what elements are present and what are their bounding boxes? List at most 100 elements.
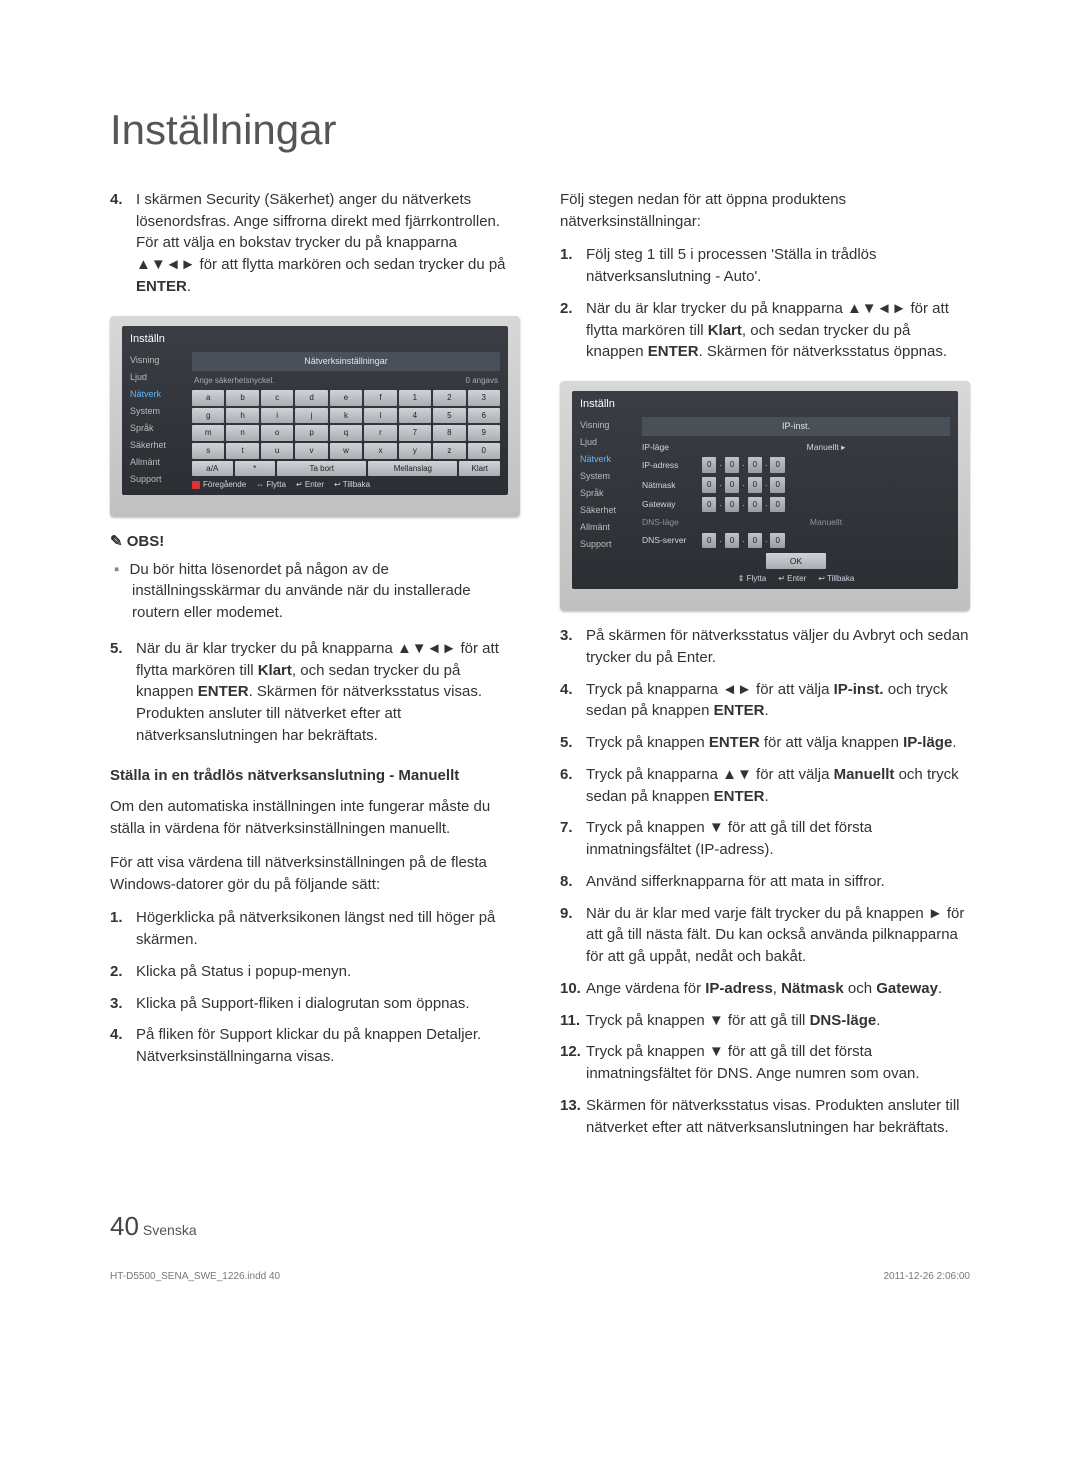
print-right: 2011-12-26 2:06:00 <box>883 1270 970 1285</box>
kb-key: f <box>364 390 396 406</box>
t: Tryck på knappen ▼ för att gå till det f… <box>586 1041 970 1085</box>
ip-octet: 0 <box>702 477 716 493</box>
step4-p1: I skärmen Security (Säkerhet) anger du n… <box>136 191 500 230</box>
tv1-side-item: Ljud <box>130 369 186 386</box>
ip-octets: 0.0.0.0 <box>702 477 785 493</box>
ip-octet: 0 <box>725 477 739 493</box>
kb-key: c <box>261 390 293 406</box>
kb-key: p <box>295 425 327 441</box>
tv2-footer-item: ↵ Enter <box>778 573 806 585</box>
ip-row: Gateway0.0.0.0 <box>642 495 950 515</box>
tv2-footer-item: ↩ Tillbaka <box>818 573 854 585</box>
kb-key: 1 <box>399 390 431 406</box>
tv1-side-item: Säkerhet <box>130 437 186 454</box>
r-step-6: 6. Tryck på knapparna ▲▼ för att välja M… <box>560 764 970 808</box>
kb-key: 3 <box>468 390 500 406</box>
t: På skärmen för nätverksstatus väljer du … <box>586 625 970 669</box>
t: Klart <box>258 662 292 679</box>
ip-octet: 0 <box>748 457 762 473</box>
ip-octet: 0 <box>725 497 739 513</box>
step-num: 8. <box>560 871 586 893</box>
kb-key: Ta bort <box>277 461 366 477</box>
subheading-manual: Ställa in en trådlös nätverksanslutning … <box>110 765 520 787</box>
t: På fliken för Support klickar du på knap… <box>136 1024 520 1068</box>
step4-p2c: . <box>187 278 191 295</box>
t: ENTER <box>714 788 765 805</box>
win-step-2: 2. Klicka på Status i popup-menyn. <box>110 961 520 983</box>
kb-key: e <box>330 390 362 406</box>
win-step-3: 3. Klicka på Support-fliken i dialogruta… <box>110 993 520 1015</box>
ip-octet: 0 <box>748 533 762 549</box>
tv1-footer: Föregående ⇔ Flytta ↵ Enter ↩ Tillbaka <box>192 476 500 491</box>
step-num: 7. <box>560 817 586 861</box>
obs-list: Du bör hitta lösenordet på någon av de i… <box>110 559 520 624</box>
t: När du är klar med varje fält trycker du… <box>586 903 970 968</box>
tv1-side-item: Nätverk <box>130 386 186 403</box>
step-num: 12. <box>560 1041 586 1085</box>
step-num: 3. <box>110 993 136 1015</box>
r-step-7: 7. Tryck på knappen ▼ för att gå till de… <box>560 817 970 861</box>
tv2-side-item: Support <box>580 536 636 553</box>
kb-key: 0 <box>468 443 500 459</box>
kb-bottom: a/A * Ta bort Mellanslag Klart <box>192 461 500 477</box>
kb-key: o <box>261 425 293 441</box>
t: . <box>764 702 768 719</box>
tv2-side-item: Ljud <box>580 434 636 451</box>
t: Tryck på knappen ▼ för att gå till det f… <box>586 817 970 861</box>
step-num: 4. <box>110 1024 136 1068</box>
step-num: 4. <box>110 189 136 298</box>
kb-key: l <box>364 408 396 424</box>
t: Ange värdena för <box>586 980 705 997</box>
ip-label: DNS-läge <box>642 516 698 528</box>
tv1-side-item: Visning <box>130 352 186 369</box>
page-footer: 40Svenska HT-D5500_SENA_SWE_1226.indd 40… <box>110 1208 970 1284</box>
t: ENTER <box>648 343 699 360</box>
t: IP-adress <box>705 980 773 997</box>
step4-p2a: För att välja en bokstav trycker du på k… <box>136 234 506 273</box>
ip-octets: 0.0.0.0 <box>702 497 785 513</box>
tv1-footer-item: ↵ Enter <box>296 479 324 491</box>
t: . <box>764 788 768 805</box>
tv2-ok: OK <box>766 553 826 569</box>
ip-octet: 0 <box>702 533 716 549</box>
ip-octet: 0 <box>748 497 762 513</box>
t: för att välja knappen <box>760 734 903 751</box>
tv1-header: Nätverksinställningar <box>192 352 500 371</box>
ip-octet: 0 <box>702 457 716 473</box>
tv1-sidebar: Visning Ljud Nätverk System Språk Säkerh… <box>130 352 186 491</box>
kb-row: mnopqr789 <box>192 425 500 441</box>
step-num: 1. <box>110 907 136 951</box>
right-intro: Följ stegen nedan för att öppna produkte… <box>560 189 970 233</box>
ip-octets: 0.0.0.0 <box>702 457 785 473</box>
r-step-13: 13. Skärmen för nätverksstatus visas. Pr… <box>560 1095 970 1139</box>
tv2-title: Inställn <box>580 397 950 413</box>
t: Manuellt <box>834 766 895 783</box>
tv1-footer-item: ↩ Tillbaka <box>334 479 370 491</box>
t: Klicka på Status i popup-menyn. <box>136 961 520 983</box>
step-num: 4. <box>560 679 586 723</box>
tv2-side-item: Allmänt <box>580 519 636 536</box>
t: Nätmask <box>781 980 844 997</box>
t: Använd sifferknapparna för att mata in s… <box>586 871 970 893</box>
kb-key: a/A <box>192 461 233 477</box>
r-step-8: 8. Använd sifferknapparna för att mata i… <box>560 871 970 893</box>
t: , <box>773 980 781 997</box>
kb-key: b <box>226 390 258 406</box>
kb-row: abcdef123 <box>192 390 500 406</box>
right-column: Följ stegen nedan för att öppna produkte… <box>560 189 970 1148</box>
ip-label: Nätmask <box>642 479 698 491</box>
step-num: 10. <box>560 978 586 1000</box>
print-left: HT-D5500_SENA_SWE_1226.indd 40 <box>110 1270 280 1285</box>
step-num: 13. <box>560 1095 586 1139</box>
r-step-11: 11. Tryck på knappen ▼ för att gå till D… <box>560 1010 970 1032</box>
kb-key: 5 <box>433 408 465 424</box>
step4-enter: ENTER <box>136 278 187 295</box>
tv2-header: IP-inst. <box>642 417 950 436</box>
kb-key: s <box>192 443 224 459</box>
t: Klart <box>708 322 742 339</box>
kb-key: u <box>261 443 293 459</box>
tv2-side-item: Säkerhet <box>580 502 636 519</box>
kb-key: r <box>364 425 396 441</box>
page-lang: Svenska <box>139 1222 197 1238</box>
left-column: 4. I skärmen Security (Säkerhet) anger d… <box>110 189 520 1148</box>
